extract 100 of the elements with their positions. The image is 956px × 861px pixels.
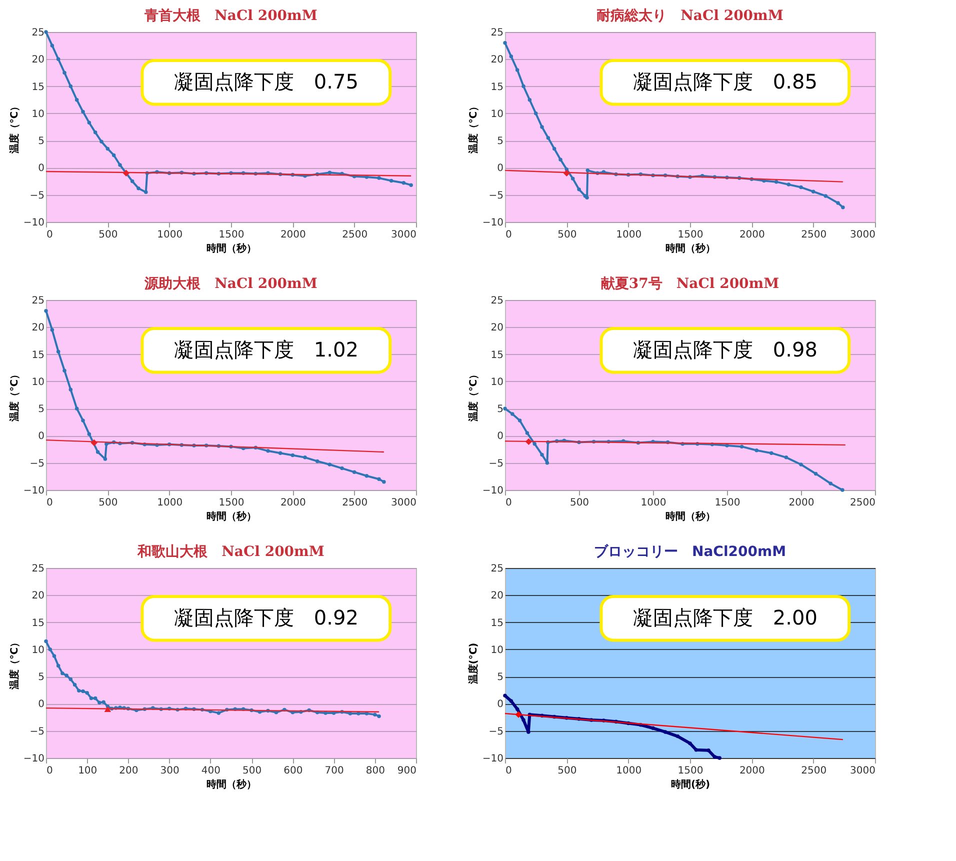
x-tick-label: 1500 xyxy=(218,230,244,240)
x-tick-label: 2500 xyxy=(342,498,368,508)
y-axis-title: 温度（℃） xyxy=(8,101,20,155)
x-tick-label: 2000 xyxy=(739,230,765,240)
annotation: 凝固点降下度 0.98 xyxy=(632,337,818,362)
x-tick-label: 500 xyxy=(242,766,262,776)
y-tick-label: 25 xyxy=(32,28,44,38)
y-tick-label: 25 xyxy=(32,564,44,574)
y-tick-label: −10 xyxy=(482,754,504,764)
y-tick-label: 10 xyxy=(32,108,44,120)
y-tick-label: 10 xyxy=(32,644,44,656)
y-tick-label: 10 xyxy=(490,644,504,656)
y-tick-label: 10 xyxy=(32,376,44,388)
x-tick-label: 2500 xyxy=(342,230,368,240)
y-tick-label: 0 xyxy=(497,699,504,710)
x-tick-label: 2500 xyxy=(801,766,827,776)
x-tick-label: 500 xyxy=(98,230,118,240)
chart-title: 献夏37号 NaCl 200mM xyxy=(600,276,780,292)
y-axis-title: 温度（℃） xyxy=(8,637,20,691)
y-tick-label: 0 xyxy=(38,699,44,710)
x-axis-title: 時間（秒） xyxy=(206,778,256,790)
y-tick-label: 0 xyxy=(497,163,504,174)
y-tick-label: 20 xyxy=(490,590,504,602)
y-tick-label: 20 xyxy=(32,590,44,602)
y-tick-label: −5 xyxy=(488,726,504,738)
y-axis-title: 温度（℃） xyxy=(467,101,480,155)
y-tick-label: 10 xyxy=(490,376,504,388)
x-tick-label: 0 xyxy=(46,498,53,508)
y-tick-label: 25 xyxy=(490,28,504,38)
y-axis-title: 温度（℃） xyxy=(8,369,20,423)
x-tick-label: 1000 xyxy=(157,230,183,240)
x-axis-title: 時間（秒） xyxy=(206,242,256,254)
x-tick-label: 2000 xyxy=(788,498,814,508)
x-tick-label: 800 xyxy=(366,766,385,776)
x-axis-title: 時間（秒） xyxy=(666,510,716,522)
x-tick-label: 1000 xyxy=(157,498,183,508)
y-tick-label: 5 xyxy=(497,672,504,684)
x-tick-label: 2000 xyxy=(280,498,306,508)
x-tick-label: 2500 xyxy=(850,498,876,508)
y-tick-label: −5 xyxy=(30,458,44,470)
x-tick-label: 2000 xyxy=(739,766,765,776)
annotation: 凝固点降下度 0.85 xyxy=(632,69,818,94)
x-tick-label: 0 xyxy=(506,230,512,240)
x-tick-label: 1000 xyxy=(616,766,642,776)
y-tick-label: 5 xyxy=(497,404,504,416)
y-tick-label: −5 xyxy=(488,458,504,470)
y-tick-label: 20 xyxy=(490,54,504,66)
y-tick-label: −5 xyxy=(488,190,504,202)
y-tick-label: 15 xyxy=(490,82,504,93)
y-tick-label: 5 xyxy=(497,136,504,148)
x-axis-title: 時間（秒） xyxy=(666,242,716,254)
y-tick-label: −10 xyxy=(23,218,44,228)
x-axis-title: 時間（秒） xyxy=(206,510,256,522)
x-tick-label: 1000 xyxy=(640,498,666,508)
x-tick-label: 100 xyxy=(78,766,98,776)
y-tick-label: 15 xyxy=(32,82,44,93)
x-axis-title: 時間(秒) xyxy=(670,778,710,790)
y-tick-label: −10 xyxy=(23,754,44,764)
x-tick-label: 500 xyxy=(98,498,118,508)
y-tick-label: 5 xyxy=(38,672,44,684)
y-tick-label: 25 xyxy=(490,564,504,574)
y-tick-label: 15 xyxy=(490,618,504,629)
y-tick-label: 0 xyxy=(38,431,44,442)
chart-title: 青首大根 NaCl 200mM xyxy=(144,8,318,24)
annotation: 凝固点降下度 1.02 xyxy=(174,337,358,362)
chart-title: 和歌山大根 NaCl 200mM xyxy=(136,544,324,560)
x-tick-label: 0 xyxy=(46,766,53,776)
x-tick-label: 500 xyxy=(558,766,577,776)
x-tick-label: 1500 xyxy=(678,766,704,776)
x-tick-label: 2500 xyxy=(801,230,827,240)
chart-title: 耐病総太り NaCl 200mM xyxy=(596,7,784,24)
y-tick-label: 5 xyxy=(38,136,44,148)
x-tick-label: 400 xyxy=(201,766,220,776)
y-axis-title: 温度（℃） xyxy=(467,369,480,423)
annotation: 凝固点降下度 0.92 xyxy=(174,605,358,630)
y-tick-label: 20 xyxy=(32,322,44,334)
x-tick-label: 600 xyxy=(284,766,303,776)
x-tick-label: 3000 xyxy=(850,230,876,240)
x-tick-label: 900 xyxy=(397,766,416,776)
x-tick-label: 3000 xyxy=(391,498,416,508)
x-tick-label: 500 xyxy=(558,230,577,240)
chart-title: 源助大根 NaCl 200mM xyxy=(144,276,318,292)
x-tick-label: 1500 xyxy=(714,498,740,508)
y-tick-label: 25 xyxy=(490,296,504,306)
x-tick-label: 1500 xyxy=(218,498,244,508)
x-tick-label: 200 xyxy=(119,766,138,776)
y-tick-label: 15 xyxy=(32,618,44,629)
y-tick-label: 15 xyxy=(490,350,504,361)
x-tick-label: 0 xyxy=(506,766,512,776)
y-tick-label: 20 xyxy=(490,322,504,334)
x-tick-label: 0 xyxy=(46,230,53,240)
y-tick-label: 25 xyxy=(32,296,44,306)
x-tick-label: 3000 xyxy=(391,230,416,240)
annotation: 凝固点降下度 2.00 xyxy=(632,605,818,630)
x-tick-label: 0 xyxy=(506,498,512,508)
x-tick-label: 300 xyxy=(160,766,180,776)
y-tick-label: −5 xyxy=(30,190,44,202)
y-tick-label: −10 xyxy=(482,486,504,496)
y-tick-label: 0 xyxy=(38,163,44,174)
y-tick-label: 15 xyxy=(32,350,44,361)
